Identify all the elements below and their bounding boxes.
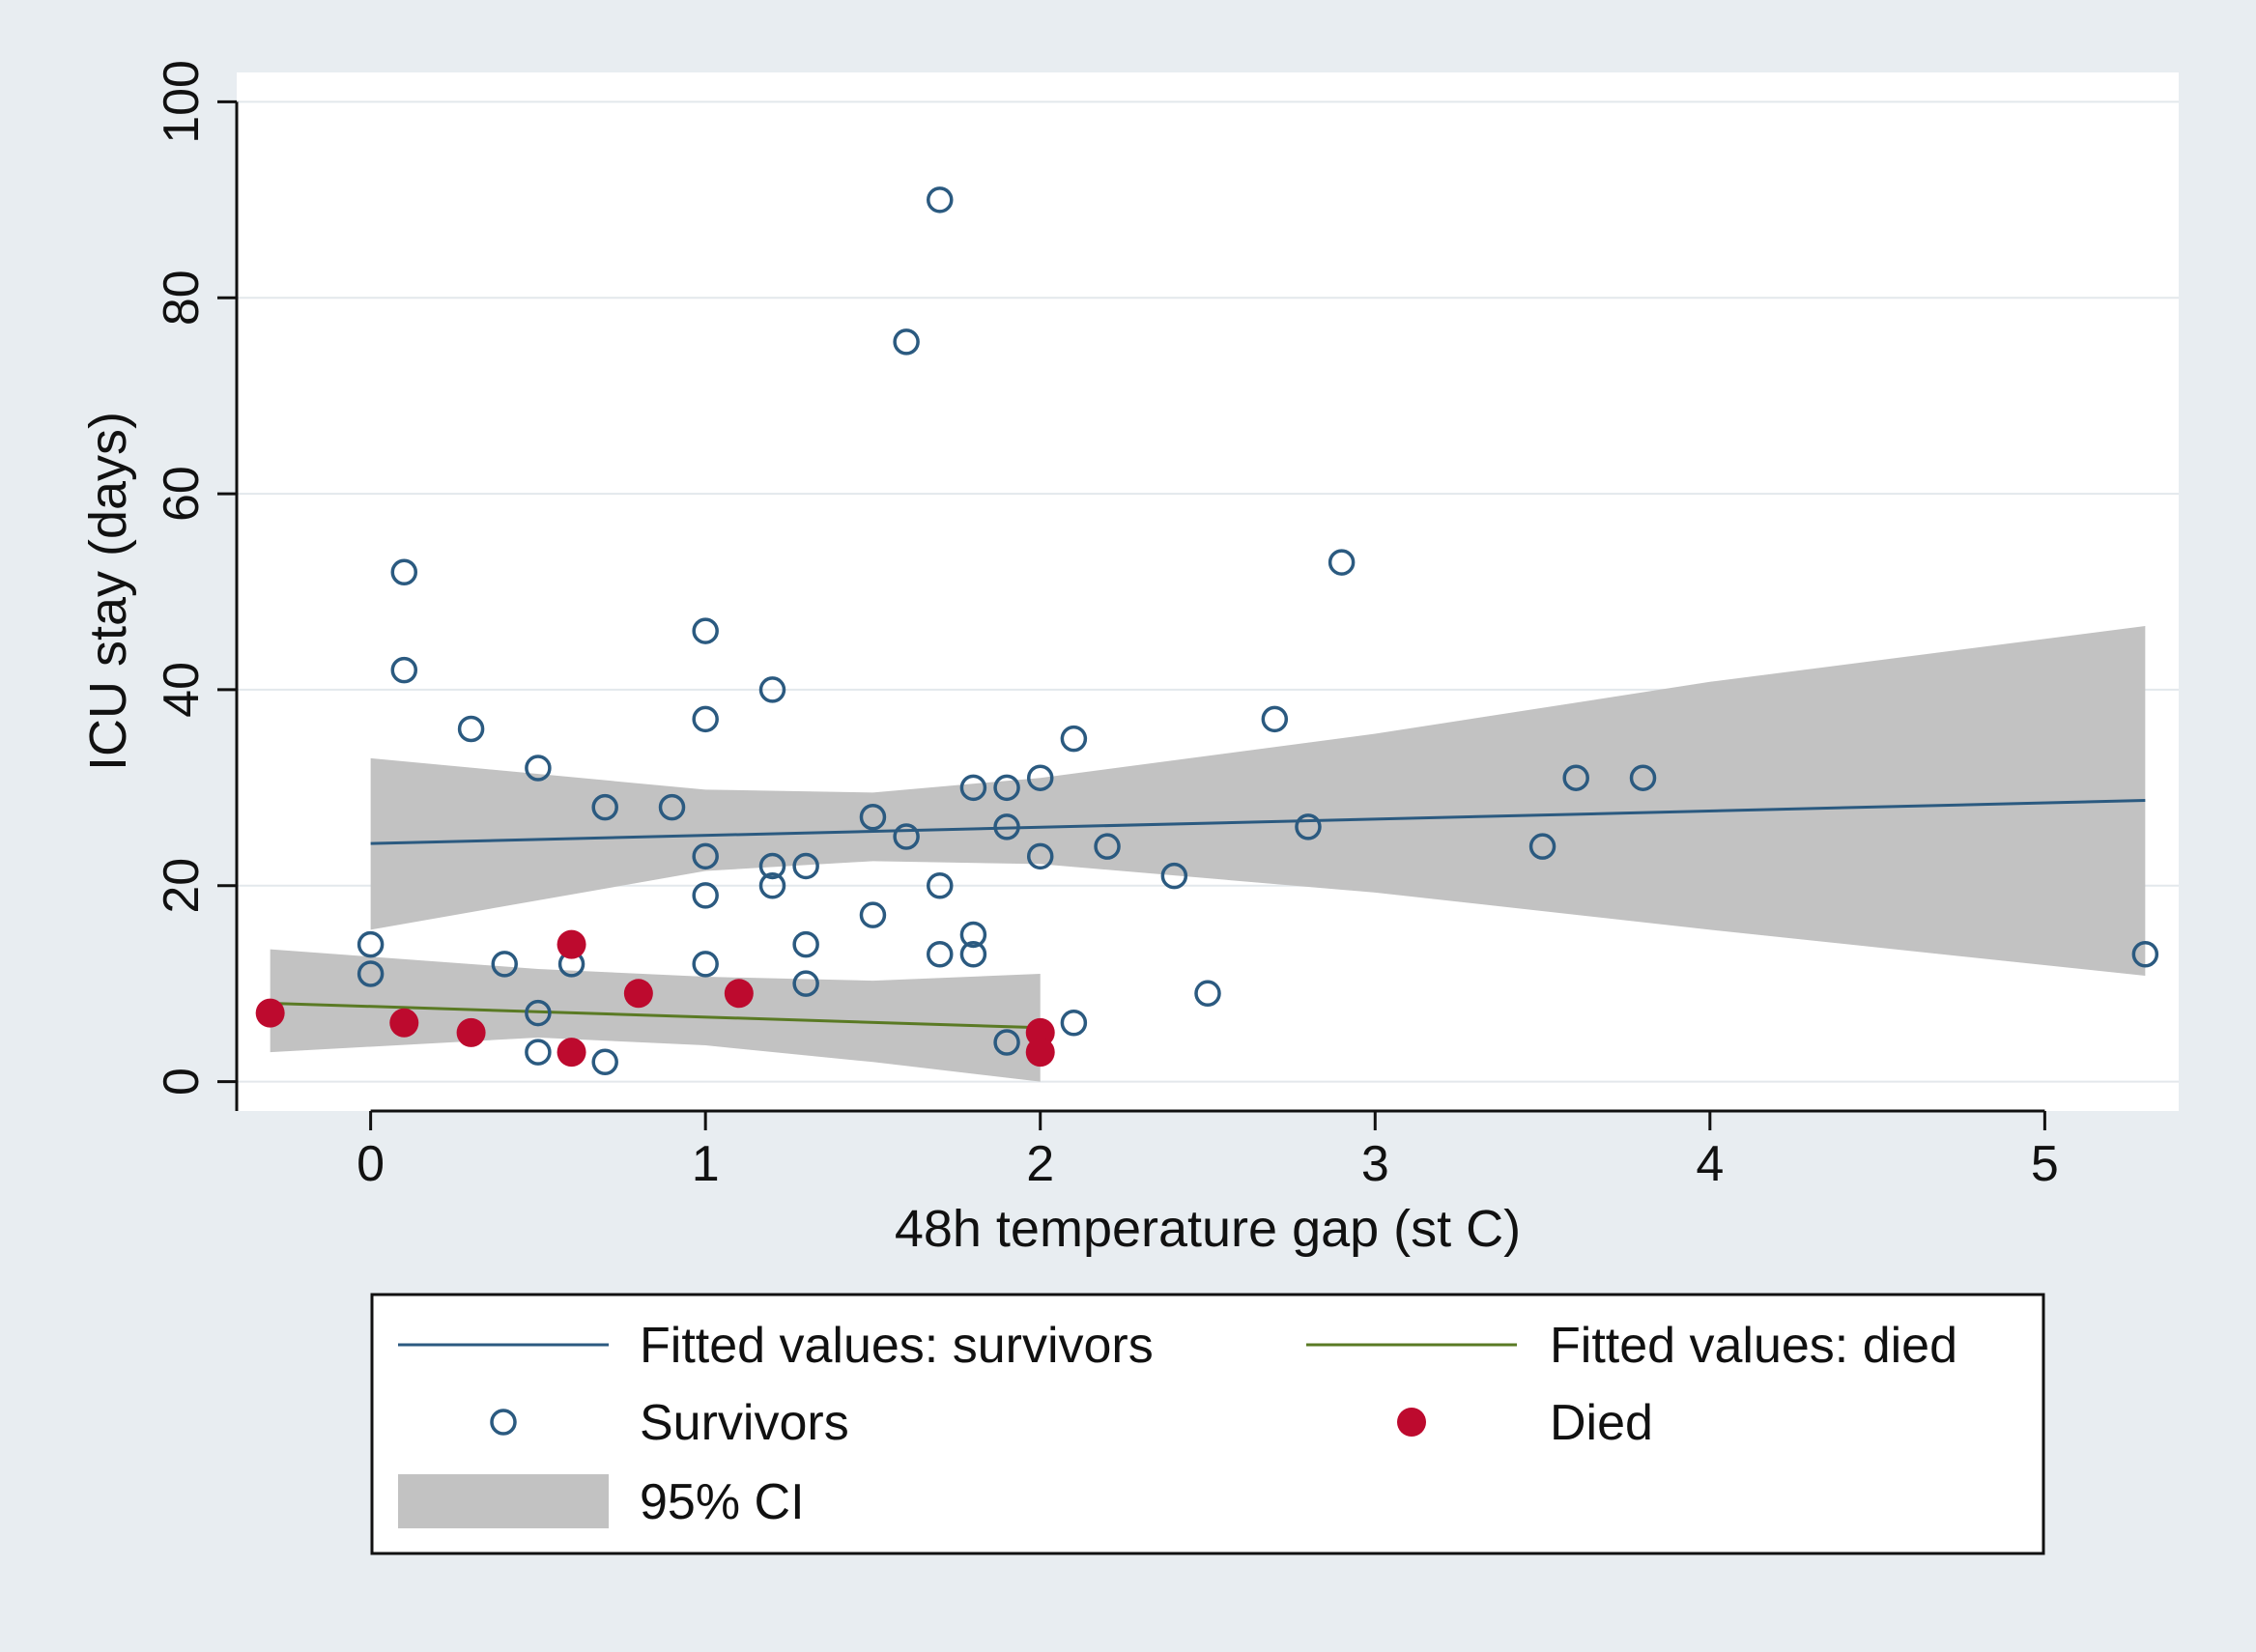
- x-tick-label-3: 3: [1361, 1136, 1389, 1192]
- plot-area: [237, 72, 2179, 1111]
- survivor-point-15: [692, 842, 719, 870]
- survivor-point-5: [491, 951, 518, 978]
- legend-symbol-ci: [398, 1474, 609, 1528]
- ci-band-survivors: [370, 625, 2146, 977]
- survivor-point-35: [993, 813, 1020, 840]
- survivor-point-13: [692, 617, 719, 644]
- x-axis-title: 48h temperature gap (st C): [895, 1200, 1521, 1258]
- y-axis-title: ICU stay (days): [79, 412, 137, 771]
- survivor-point-47: [1528, 833, 1556, 860]
- survivor-point-49: [1629, 764, 1657, 791]
- survivor-point-4: [457, 715, 485, 743]
- survivor-point-14: [692, 705, 719, 733]
- fitted-lines: [270, 799, 2146, 1030]
- survivor-point-38: [1026, 842, 1054, 870]
- y-tick-label-60: 60: [154, 466, 210, 522]
- survivor-point-11: [591, 1048, 618, 1076]
- died-point-5: [623, 979, 653, 1009]
- data-points: [255, 186, 2159, 1076]
- survivor-point-18: [758, 676, 786, 703]
- survivor-point-0: [357, 930, 385, 958]
- survivor-point-40: [1060, 1009, 1088, 1037]
- died-point-0: [255, 998, 285, 1028]
- y-tick-label-0: 0: [154, 1068, 210, 1096]
- legend-label-died: Died: [1550, 1395, 1653, 1451]
- survivor-point-31: [959, 774, 987, 802]
- survivor-point-7: [525, 999, 552, 1027]
- survivor-point-21: [792, 852, 819, 880]
- survivor-point-32: [959, 921, 987, 949]
- survivor-point-34: [993, 774, 1020, 802]
- died-point-1: [389, 1008, 419, 1038]
- legend-box: [370, 1293, 2045, 1555]
- survivor-point-17: [692, 951, 719, 978]
- survivor-point-45: [1295, 813, 1322, 840]
- x-tick-label-4: 4: [1696, 1136, 1724, 1192]
- survivor-point-19: [758, 852, 786, 880]
- y-tick-label-80: 80: [154, 270, 210, 326]
- survivor-point-20: [758, 871, 786, 899]
- axes: 0 20 40 60 80 100 0 1 2 3 4 5: [154, 60, 2059, 1192]
- legend-symbol-died: [1397, 1408, 1426, 1437]
- y-tick-label-20: 20: [154, 858, 210, 914]
- survivor-point-30: [927, 940, 954, 968]
- survivor-point-46: [1328, 549, 1356, 576]
- survivor-point-48: [1562, 764, 1589, 791]
- died-point-4: [557, 1038, 586, 1068]
- survivor-point-50: [2131, 940, 2159, 968]
- survivor-point-22: [792, 930, 819, 958]
- legend-label-fitted-survivors: Fitted values: survivors: [640, 1318, 1154, 1374]
- legend: Fitted values: survivors Fitted values: …: [370, 1293, 2045, 1555]
- died-point-8: [1025, 1038, 1055, 1068]
- survivor-point-23: [792, 970, 819, 997]
- survivor-point-1: [357, 960, 385, 987]
- survivor-point-41: [1094, 833, 1121, 860]
- x-tick-label-5: 5: [2031, 1136, 2059, 1192]
- survivor-point-26: [893, 328, 920, 356]
- survivor-point-6: [525, 755, 552, 782]
- survivor-point-10: [591, 793, 618, 821]
- survivor-point-8: [525, 1039, 552, 1066]
- survivor-point-16: [692, 882, 719, 909]
- x-tick-label-2: 2: [1026, 1136, 1054, 1192]
- legend-label-fitted-died: Fitted values: died: [1550, 1318, 1957, 1374]
- survivor-point-24: [859, 804, 887, 831]
- survivor-point-29: [927, 871, 954, 899]
- survivor-point-12: [658, 793, 686, 821]
- survivor-point-2: [390, 558, 418, 585]
- died-point-3: [557, 929, 586, 959]
- died-point-6: [724, 979, 754, 1009]
- survivor-point-37: [1026, 764, 1054, 791]
- survivor-point-44: [1261, 705, 1289, 733]
- y-tick-label-100: 100: [154, 60, 210, 144]
- legend-label-survivors: Survivors: [640, 1395, 849, 1451]
- survivor-point-42: [1160, 862, 1188, 890]
- fitted-line-survivors: [370, 799, 2146, 845]
- survivor-point-28: [927, 186, 954, 214]
- legend-symbol-survivors: [490, 1409, 517, 1436]
- survivor-point-3: [390, 656, 418, 684]
- survivor-point-36: [993, 1029, 1020, 1056]
- legend-label-ci: 95% CI: [640, 1474, 805, 1530]
- survivor-point-25: [859, 901, 887, 928]
- died-point-2: [456, 1017, 486, 1047]
- fitted-line-died: [270, 1001, 1041, 1030]
- survivor-point-39: [1060, 725, 1088, 753]
- survivor-point-27: [893, 823, 920, 850]
- survivor-point-43: [1194, 980, 1221, 1008]
- x-tick-label-1: 1: [692, 1136, 720, 1192]
- x-tick-label-0: 0: [357, 1136, 385, 1192]
- y-tick-label-40: 40: [154, 662, 210, 718]
- survivor-point-33: [959, 940, 987, 968]
